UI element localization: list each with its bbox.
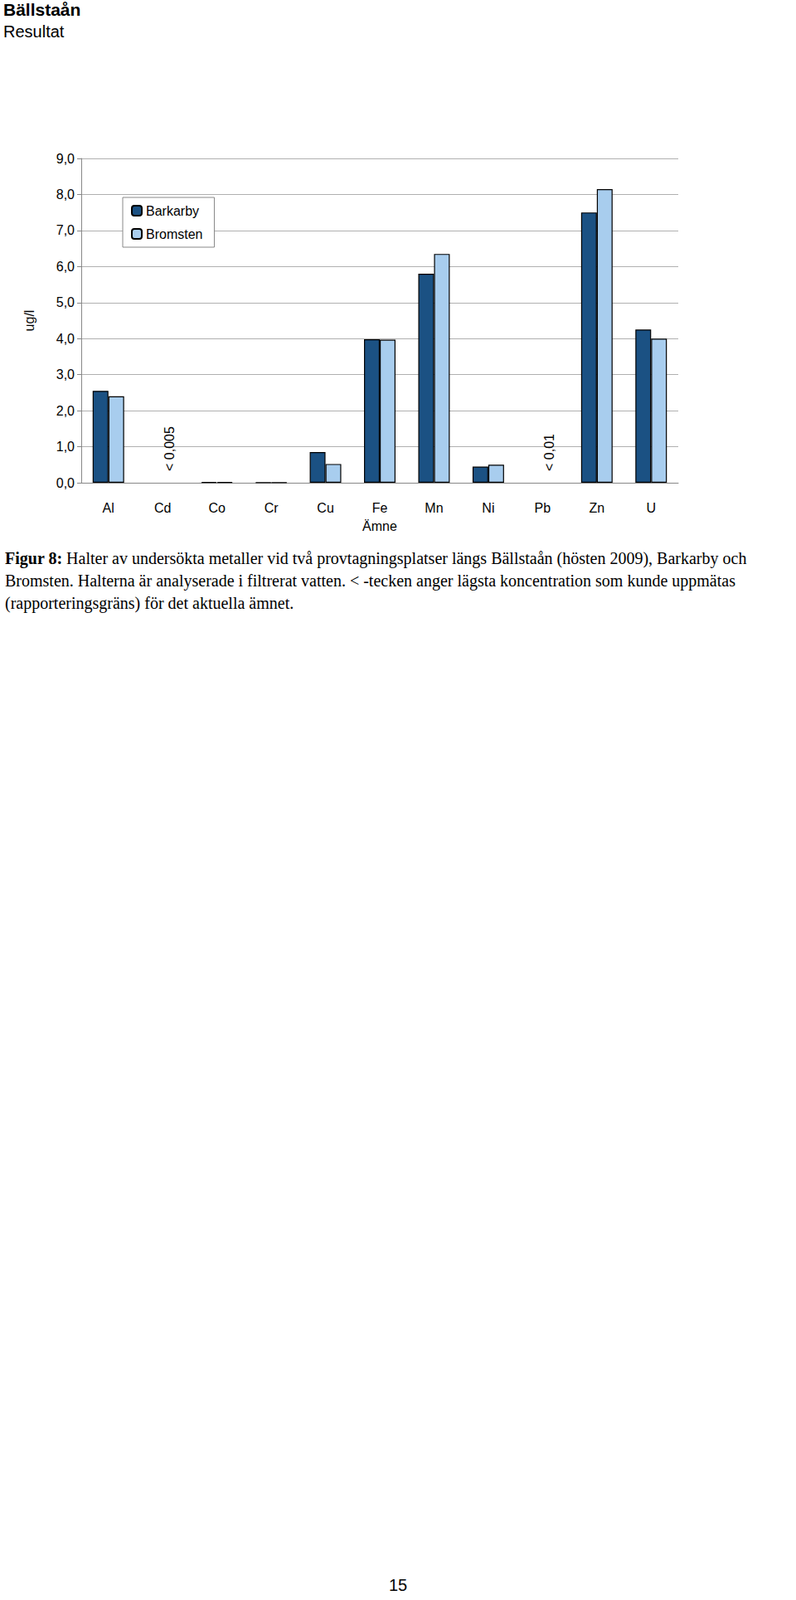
svg-text:Co: Co [208,500,226,515]
svg-text:< 0,01: < 0,01 [542,433,557,471]
html-text:15: 15 [388,1575,408,1594]
svg-text:8,0: 8,0 [56,187,75,202]
svg-text:Pb: Pb [534,500,552,515]
svg-text:ug/l: ug/l [22,310,37,332]
svg-text:0,0: 0,0 [56,475,75,491]
svg-text:Ni: Ni [481,500,495,515]
svg-text:U: U [645,500,656,515]
svg-text:5,0: 5,0 [56,295,75,310]
svg-text:Cu: Cu [316,500,334,515]
svg-text:7,0: 7,0 [56,223,75,238]
html-text:Resultat: Resultat [3,22,65,41]
html-text:Bällstaån: Bällstaån [3,0,81,20]
svg-text:Mn: Mn [424,500,443,515]
svg-text:Al: Al [102,500,115,515]
svg-text:Barkarby: Barkarby [145,203,199,219]
html-text:Figur 8: Halter av undersökta: Figur 8: Halter av undersökta metaller v… [4,548,747,612]
svg-text:9,0: 9,0 [56,151,75,166]
svg-text:< 0,005: < 0,005 [162,426,177,471]
svg-text:Fe: Fe [372,500,389,515]
svg-text:6,0: 6,0 [56,259,75,274]
svg-text:Bromsten: Bromsten [145,227,203,242]
svg-text:4,0: 4,0 [56,331,75,346]
svg-text:3,0: 3,0 [56,367,75,382]
svg-text:Zn: Zn [588,500,605,515]
svg-text:Cd: Cd [154,500,171,515]
svg-text:Cr: Cr [264,500,280,515]
svg-text:1,0: 1,0 [56,439,75,454]
svg-text:2,0: 2,0 [56,403,75,418]
svg-text:Ämne: Ämne [362,519,398,534]
